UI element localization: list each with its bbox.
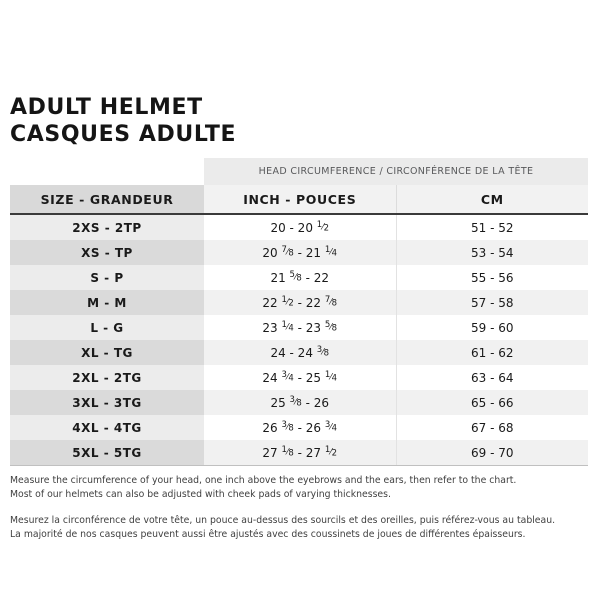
cell-inch: 20 - 20 1⁄2 [204, 214, 397, 240]
cell-cm: 53 - 54 [396, 240, 588, 265]
cell-inch: 20 7⁄8 - 21 1⁄4 [204, 240, 397, 265]
span-header-row: HEAD CIRCUMFERENCE / CIRCONFÉRENCE DE LA… [10, 158, 588, 185]
column-header-row: SIZE - GRANDEUR INCH - POUCES CM [10, 185, 588, 215]
title-line-fr: CASQUES ADULTE [10, 122, 237, 147]
cell-size: 2XL - 2TG [10, 365, 204, 390]
cell-inch: 26 3⁄8 - 26 3⁄4 [204, 415, 397, 440]
footnote-fr-line-2: La majorité de nos casques peuvent aussi… [10, 528, 526, 540]
table-row: XS - TP 20 7⁄8 - 21 1⁄4 53 - 54 [10, 240, 588, 265]
table-row: S - P 21 5⁄8 - 22 55 - 56 [10, 265, 588, 290]
fraction: 1⁄4 [324, 244, 338, 259]
cell-size: 3XL - 3TG [10, 390, 204, 415]
fraction: 1⁄2 [281, 294, 294, 309]
cell-cm: 61 - 62 [396, 340, 588, 365]
cell-size: 4XL - 4TG [10, 415, 204, 440]
fraction: 7⁄8 [281, 244, 294, 259]
cell-inch: 27 1⁄8 - 27 1⁄2 [204, 440, 397, 466]
cell-cm: 57 - 58 [396, 290, 588, 315]
fraction: 1⁄4 [324, 369, 338, 384]
cell-inch: 23 1⁄4 - 23 5⁄8 [204, 315, 397, 340]
cell-cm: 55 - 56 [396, 265, 588, 290]
fraction: 3⁄8 [281, 419, 294, 434]
fraction: 3⁄4 [324, 419, 338, 434]
fraction: 3⁄8 [289, 394, 302, 409]
cell-size: XS - TP [10, 240, 204, 265]
table-row: 2XS - 2TP 20 - 20 1⁄2 51 - 52 [10, 214, 588, 240]
cell-cm: 59 - 60 [396, 315, 588, 340]
cell-size: L - G [10, 315, 204, 340]
table-row: M - M 22 1⁄2 - 22 7⁄8 57 - 58 [10, 290, 588, 315]
page-title: ADULT HELMET CASQUES ADULTE [10, 94, 570, 148]
span-header-spacer [10, 158, 204, 185]
footnotes: Measure the circumference of your head, … [10, 474, 588, 541]
cell-cm: 67 - 68 [396, 415, 588, 440]
table-row: L - G 23 1⁄4 - 23 5⁄8 59 - 60 [10, 315, 588, 340]
table-body: 2XS - 2TP 20 - 20 1⁄2 51 - 52 XS - TP 20 7⁄8… [10, 214, 588, 466]
fraction: 5⁄8 [289, 269, 302, 284]
cell-size: M - M [10, 290, 204, 315]
cell-size: 5XL - 5TG [10, 440, 204, 466]
cell-inch: 21 5⁄8 - 22 [204, 265, 397, 290]
cell-cm: 65 - 66 [396, 390, 588, 415]
fraction: 1⁄4 [281, 319, 294, 334]
cell-size: 2XS - 2TP [10, 214, 204, 240]
column-header-size: SIZE - GRANDEUR [10, 185, 204, 215]
cell-inch: 24 3⁄4 - 25 1⁄4 [204, 365, 397, 390]
table-row: XL - TG 24 - 24 3⁄8 61 - 62 [10, 340, 588, 365]
cell-cm: 63 - 64 [396, 365, 588, 390]
footnote-en-line-2: Most of our helmets can also be adjusted… [10, 488, 391, 500]
fraction: 1⁄2 [316, 219, 330, 234]
column-header-cm: CM [396, 185, 588, 215]
fraction: 5⁄8 [324, 319, 338, 334]
column-header-inch: INCH - POUCES [204, 185, 397, 215]
fraction: 1⁄2 [324, 444, 338, 459]
title-line-en: ADULT HELMET [10, 95, 203, 120]
table-row: 3XL - 3TG 25 3⁄8 - 26 65 - 66 [10, 390, 588, 415]
table-row: 2XL - 2TG 24 3⁄4 - 25 1⁄4 63 - 64 [10, 365, 588, 390]
fraction: 3⁄4 [281, 369, 294, 384]
table-head: HEAD CIRCUMFERENCE / CIRCONFÉRENCE DE LA… [10, 158, 588, 215]
footnote-fr-line-1: Mesurez la circonférence de votre tête, … [10, 515, 556, 527]
size-chart-table: HEAD CIRCUMFERENCE / CIRCONFÉRENCE DE LA… [10, 158, 588, 466]
cell-inch: 25 3⁄8 - 26 [204, 390, 397, 415]
footnote-en-line-1: Measure the circumference of your head, … [10, 475, 517, 486]
cell-inch: 22 1⁄2 - 22 7⁄8 [204, 290, 397, 315]
head-circumference-header: HEAD CIRCUMFERENCE / CIRCONFÉRENCE DE LA… [204, 158, 588, 185]
fraction: 1⁄8 [281, 444, 294, 459]
cell-cm: 69 - 70 [396, 440, 588, 466]
fraction: 3⁄8 [316, 344, 330, 359]
footnote-english: Measure the circumference of your head, … [10, 474, 588, 501]
cell-size: S - P [10, 265, 204, 290]
cell-cm: 51 - 52 [396, 214, 588, 240]
fraction: 7⁄8 [324, 294, 338, 309]
table-row: 4XL - 4TG 26 3⁄8 - 26 3⁄4 67 - 68 [10, 415, 588, 440]
table-row: 5XL - 5TG 27 1⁄8 - 27 1⁄2 69 - 70 [10, 440, 588, 466]
cell-size: XL - TG [10, 340, 204, 365]
footnote-french: Mesurez la circonférence de votre tête, … [10, 514, 588, 541]
cell-inch: 24 - 24 3⁄8 [204, 340, 397, 365]
